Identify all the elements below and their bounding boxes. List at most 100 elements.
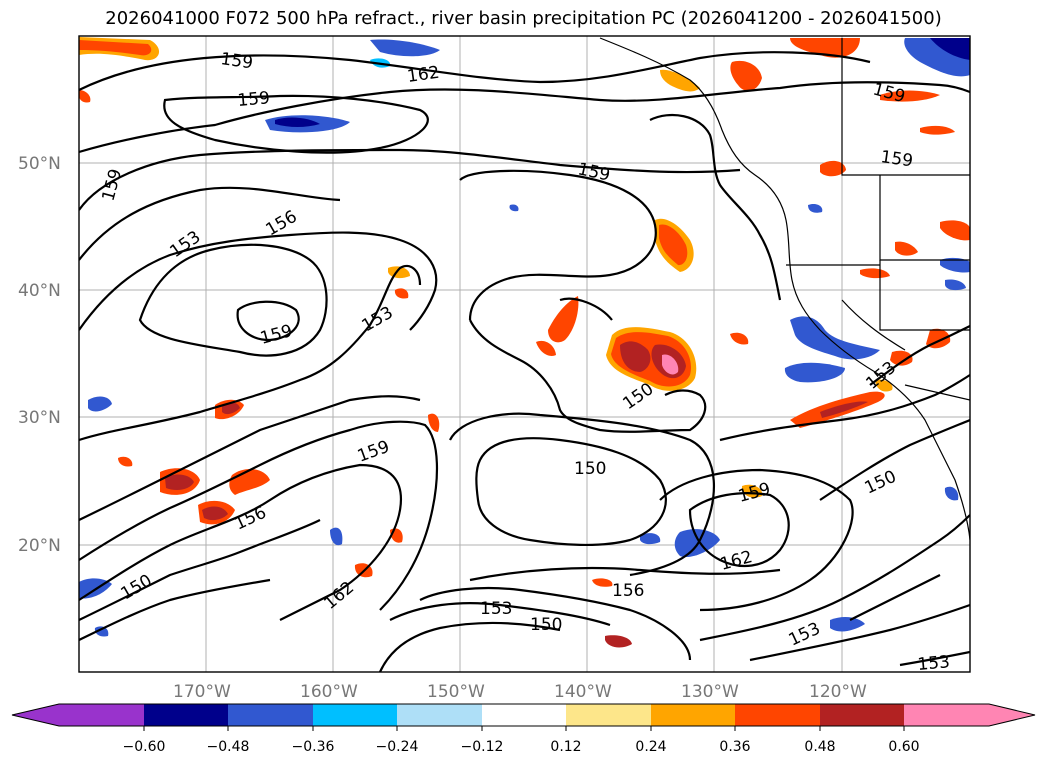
coastlines — [599, 37, 970, 541]
colorbar-swatch — [566, 704, 651, 726]
colorbar-swatch — [59, 704, 144, 726]
colorbar-tick-label: 0.12 — [550, 739, 581, 755]
precip-anomaly-cell — [88, 396, 112, 412]
contour-line — [849, 574, 941, 621]
precip-anomaly-cell — [875, 379, 893, 392]
contour-line — [649, 113, 782, 301]
contour-line — [459, 169, 657, 321]
precip-anomaly-cell — [890, 350, 913, 366]
height-contours — [79, 51, 970, 672]
contour-line — [79, 186, 341, 261]
precip-anomaly-cell — [860, 268, 890, 279]
precip-anomaly-cell — [620, 341, 651, 372]
contour-line — [469, 566, 781, 582]
precip-anomaly-cell — [330, 527, 343, 546]
colorbar-tick-label: 0.48 — [804, 739, 835, 755]
precip-anomaly-cell — [784, 362, 845, 383]
contour-label: 162 — [406, 63, 441, 87]
precip-anomaly-cell — [79, 40, 152, 56]
contour-line — [79, 264, 422, 442]
contour-line — [469, 319, 707, 433]
contour-line — [79, 519, 321, 621]
contour-line — [79, 395, 421, 521]
precip-anomaly-cell — [820, 160, 846, 177]
contour-line — [79, 463, 403, 621]
colorbar: −0.60 −0.48 −0.36 −0.24 −0.12 0.12 0.24 … — [11, 703, 1036, 755]
colorbar-swatch — [397, 704, 482, 726]
lat-label: 40°N — [18, 281, 61, 301]
precip-anomaly-cell — [394, 288, 409, 299]
contour-line — [659, 468, 854, 612]
precip-anomaly-cell — [605, 635, 632, 648]
precip-anomaly-cell — [202, 506, 228, 521]
contour-line — [389, 602, 611, 627]
precip-anomaly-cell — [165, 474, 194, 490]
contour-label: 153 — [480, 599, 512, 619]
contour-line — [79, 148, 741, 211]
contour-label: 159 — [219, 49, 254, 73]
colorbar-tick-label: −0.48 — [207, 739, 250, 755]
lon-label: 160°W — [300, 682, 358, 702]
map-title: 2026041000 F072 500 hPa refract., river … — [105, 8, 942, 29]
colorbar-swatch — [482, 704, 566, 726]
contour-line — [236, 300, 300, 342]
colorbar-tick-label: 0.36 — [719, 739, 750, 755]
contour-line — [138, 243, 328, 357]
precip-anomaly-cell — [509, 204, 519, 212]
colorbar-swatch — [904, 704, 989, 726]
precip-shading — [79, 37, 970, 648]
precip-anomaly-cell — [536, 340, 556, 356]
colorbar-swatch — [735, 704, 820, 726]
contour-label: 150 — [574, 459, 606, 479]
contour-label: 156 — [612, 581, 644, 601]
longitude-labels: 170°W 160°W 150°W 140°W 130°W 120°W — [173, 682, 867, 702]
contour-line — [819, 418, 970, 501]
contour-line — [559, 297, 613, 321]
precip-anomaly-cell — [592, 578, 613, 587]
contour-line — [79, 51, 871, 91]
contour-line — [699, 514, 970, 642]
colorbar-tick-label: −0.60 — [123, 739, 166, 755]
lon-label: 170°W — [173, 682, 231, 702]
precip-anomaly-cell — [640, 533, 661, 545]
contour-line — [449, 412, 715, 577]
colorbar-tick-label: −0.12 — [461, 739, 504, 755]
precip-anomaly-cell — [370, 39, 440, 57]
colorbar-swatch — [144, 704, 228, 726]
lon-label: 120°W — [809, 682, 867, 702]
colorbar-tick-label: 0.24 — [635, 739, 666, 755]
latitude-labels: 50°N 40°N 30°N 20°N — [18, 154, 61, 556]
colorbar-outline — [11, 703, 1036, 727]
colorbar-swatch — [228, 704, 313, 726]
contour-line — [749, 603, 970, 662]
contour-label: 159 — [879, 147, 914, 171]
colorbar-swatch — [651, 704, 735, 726]
contour-line — [79, 81, 970, 154]
lat-label: 30°N — [18, 408, 61, 428]
precip-anomaly-cell — [940, 220, 970, 241]
lon-label: 150°W — [427, 682, 485, 702]
precip-anomaly-cell — [428, 413, 440, 432]
lat-label: 50°N — [18, 154, 61, 174]
precip-anomaly-cell — [79, 90, 91, 103]
precip-anomaly-cell — [945, 279, 966, 291]
contour-line — [378, 621, 561, 672]
contour-label: 159 — [237, 88, 271, 111]
contour-line — [688, 492, 790, 567]
precip-anomaly-cell — [920, 125, 955, 135]
contour-line — [899, 650, 970, 667]
colorbar-swatch — [313, 704, 397, 726]
colorbar-tick-label: −0.24 — [376, 739, 419, 755]
colorbar-right-arrow — [989, 704, 1035, 726]
precip-anomaly-cell — [790, 316, 880, 360]
precip-anomaly-cell — [548, 296, 579, 343]
precip-anomaly-cell — [222, 402, 240, 415]
contour-line — [419, 586, 692, 661]
colorbar-tick-label: 0.60 — [888, 739, 919, 755]
lon-label: 130°W — [681, 682, 739, 702]
precip-anomaly-cell — [930, 38, 970, 60]
contour-line — [869, 325, 970, 386]
precip-anomaly-cell — [820, 401, 868, 418]
colorbar-swatch — [820, 704, 904, 726]
contour-line — [475, 437, 667, 547]
